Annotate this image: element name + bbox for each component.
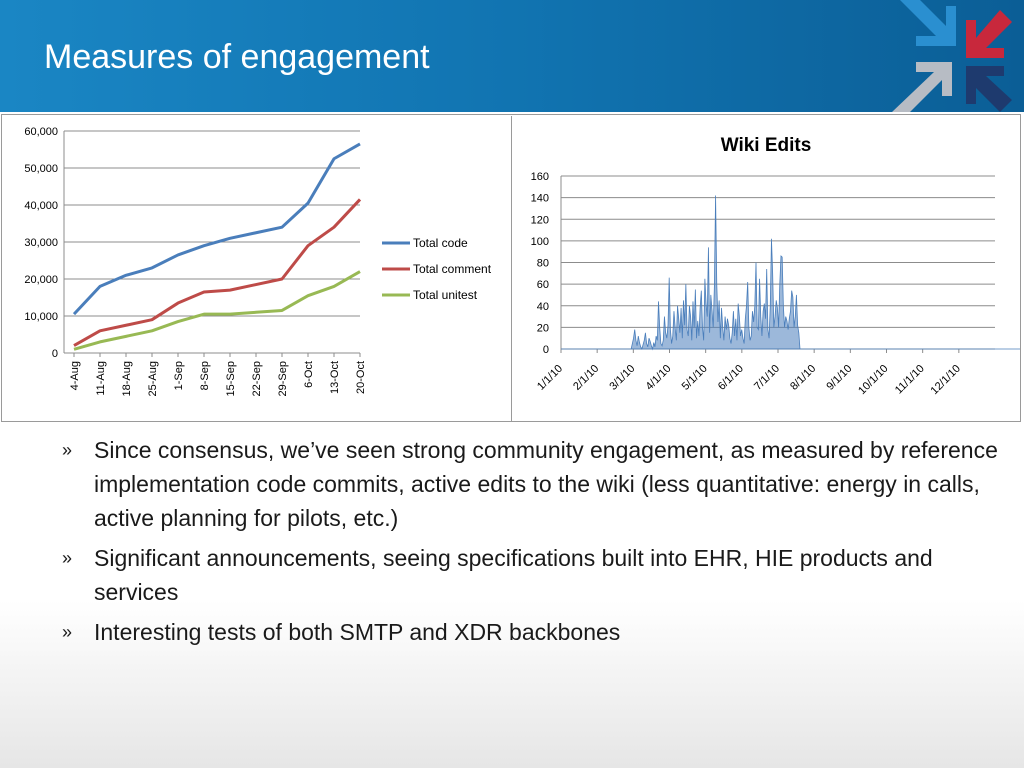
x-tick-label: 13-Oct xyxy=(329,361,341,394)
x-tick-label: 10/1/10 xyxy=(856,363,890,397)
x-tick-label: 8/1/10 xyxy=(788,363,818,393)
bullet-item: » Since consensus, we’ve seen strong comm… xyxy=(60,433,1010,535)
y-tick-label: 100 xyxy=(531,236,549,248)
chart-title: Wiki Edits xyxy=(721,135,812,156)
y-tick-label: 0 xyxy=(543,344,549,356)
bullet-marker: » xyxy=(62,440,73,460)
x-tick-label: 11-Aug xyxy=(95,361,107,396)
charts-divider xyxy=(511,116,512,422)
x-tick-label: 22-Sep xyxy=(251,361,263,396)
y-tick-label: 80 xyxy=(537,258,549,270)
x-tick-label: 20-Oct xyxy=(355,361,367,394)
bullet-marker: » xyxy=(62,622,73,642)
x-tick-label: 6-Oct xyxy=(303,361,315,388)
y-tick-label: 10,000 xyxy=(24,311,58,323)
x-tick-label: 3/1/10 xyxy=(607,363,637,393)
bullet-text: Significant announcements, seeing specif… xyxy=(94,545,933,605)
y-tick-label: 20,000 xyxy=(24,274,58,286)
bullet-marker: » xyxy=(62,548,73,568)
logo-icon xyxy=(892,0,1012,112)
y-tick-label: 60 xyxy=(537,279,549,291)
series-line xyxy=(73,270,361,351)
x-tick-label: 8-Sep xyxy=(199,361,211,390)
bullet-item: » Interesting tests of both SMTP and XDR … xyxy=(60,615,1010,649)
series-line xyxy=(73,198,362,347)
x-tick-label: 11/1/10 xyxy=(893,363,927,397)
x-tick-label: 7/1/10 xyxy=(752,363,782,393)
y-tick-label: 160 xyxy=(531,171,549,183)
x-tick-label: 1/1/10 xyxy=(535,363,565,393)
bullet-text: Interesting tests of both SMTP and XDR b… xyxy=(94,619,621,645)
legend-label: Total comment xyxy=(413,262,492,276)
area-series xyxy=(561,195,1020,351)
x-tick-label: 1-Sep xyxy=(173,361,185,390)
x-tick-label: 29-Sep xyxy=(277,361,289,396)
x-tick-label: 5/1/10 xyxy=(680,363,710,393)
x-tick-label: 9/1/10 xyxy=(824,363,854,393)
bullet-item: » Significant announcements, seeing speci… xyxy=(60,541,1010,609)
bullet-text: Since consensus, we’ve seen strong commu… xyxy=(94,437,998,531)
bullet-list: » Since consensus, we’ve seen strong comm… xyxy=(60,433,1010,655)
y-tick-label: 140 xyxy=(531,193,549,205)
x-tick-label: 4-Aug xyxy=(69,361,81,390)
slide-title: Measures of engagement xyxy=(44,38,430,76)
y-tick-label: 40 xyxy=(537,301,549,313)
y-tick-label: 20 xyxy=(537,322,549,334)
legend-label: Total unitest xyxy=(413,288,478,302)
x-tick-label: 15-Sep xyxy=(225,361,237,396)
x-tick-label: 6/1/10 xyxy=(716,363,746,393)
x-tick-label: 4/1/10 xyxy=(644,363,674,393)
y-tick-label: 40,000 xyxy=(24,200,58,212)
y-tick-label: 60,000 xyxy=(24,126,58,138)
x-tick-label: 18-Aug xyxy=(121,361,133,396)
x-tick-label: 25-Aug xyxy=(147,361,159,396)
y-tick-label: 0 xyxy=(52,348,58,360)
y-tick-label: 120 xyxy=(531,214,549,226)
wiki-edits-chart: Wiki Edits 0 20 40 60 80 100 120 140 160 1/1/10 2/1… xyxy=(531,135,1020,397)
y-tick-label: 50,000 xyxy=(24,163,58,175)
x-tick-label: 2/1/10 xyxy=(571,363,601,393)
slide-header: Measures of engagement xyxy=(0,0,1024,112)
x-tick-label: 12/1/10 xyxy=(929,363,963,397)
series-line xyxy=(72,142,361,316)
engagement-line-chart: 0 10,000 20,000 30,000 40,000 50,000 60,000 4-A… xyxy=(24,126,492,396)
legend-label: Total code xyxy=(413,236,468,250)
y-tick-label: 30,000 xyxy=(24,237,58,249)
